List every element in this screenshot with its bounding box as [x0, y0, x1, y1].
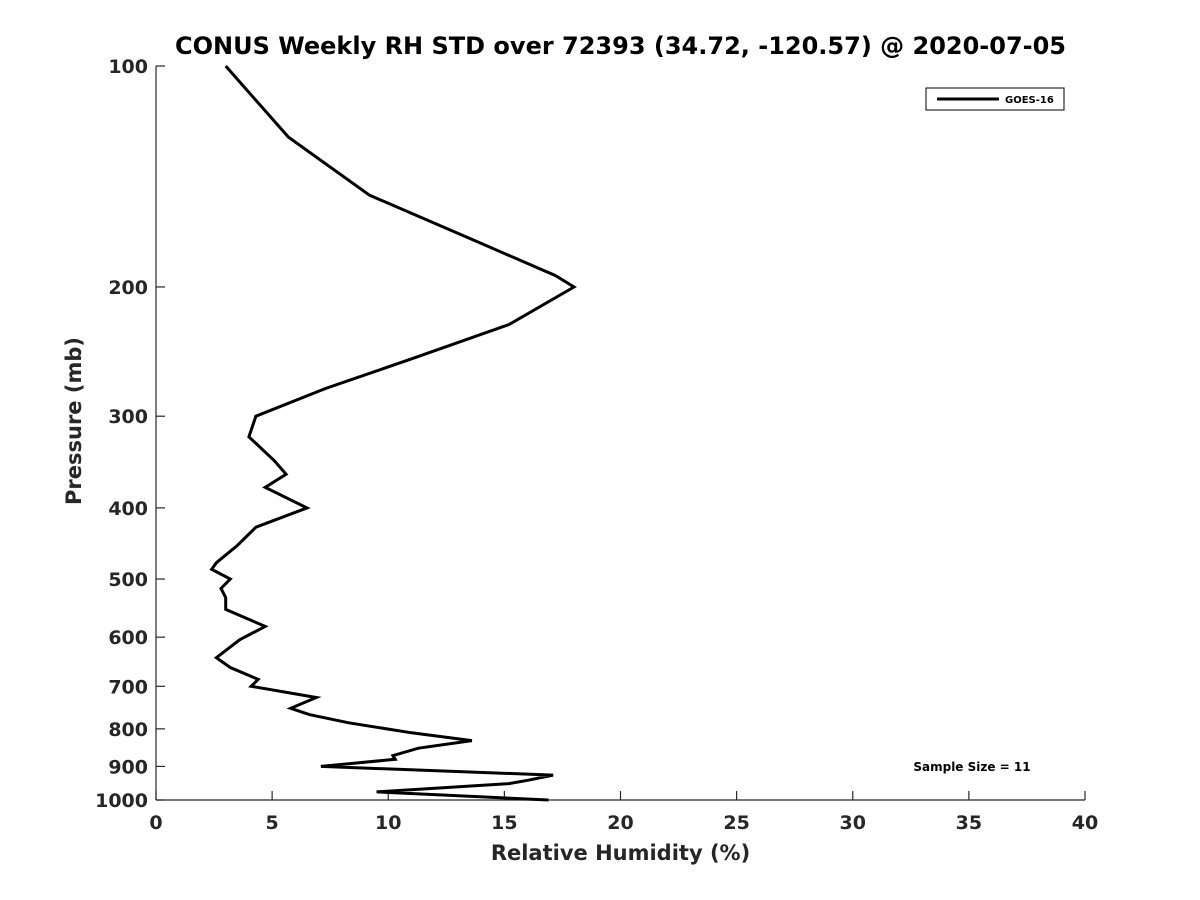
x-tick-label: 5 [266, 812, 279, 834]
axis-ticks: 0 5 10 15 20 25 30 35 40 100 200 300 400 500 600 700 800… [95, 56, 1098, 834]
x-tick-label: 15 [491, 812, 517, 834]
y-tick-label: 600 [108, 627, 148, 649]
plot-axes [155, 66, 1085, 801]
chart-title: CONUS Weekly RH STD over 72393 (34.72, -… [175, 32, 1066, 60]
x-tick-label: 20 [607, 812, 633, 834]
series-line-goes16 [209, 65, 577, 802]
x-tick-label: 30 [840, 812, 866, 834]
y-tick-label: 200 [108, 277, 148, 299]
y-tick-label: 700 [108, 676, 148, 698]
y-tick-label: 1000 [95, 790, 148, 812]
x-tick-label: 25 [723, 812, 749, 834]
x-tick-label: 10 [375, 812, 401, 834]
x-tick-label: 35 [956, 812, 982, 834]
y-tick-label: 500 [108, 569, 148, 591]
sample-size-annotation: Sample Size = 11 [913, 760, 1030, 774]
y-tick-label: 800 [108, 719, 148, 741]
legend-entry-goes16: GOES-16 [1005, 95, 1054, 106]
legend: GOES-16 [925, 87, 1065, 111]
x-tick-label: 0 [149, 812, 162, 834]
y-tick-label: 100 [108, 56, 148, 78]
y-axis-label: Pressure (mb) [62, 337, 86, 505]
y-tick-label: 900 [108, 756, 148, 778]
y-tick-label: 300 [108, 406, 148, 428]
x-axis-label: Relative Humidity (%) [491, 841, 750, 865]
x-tick-label: 40 [1072, 812, 1098, 834]
y-tick-label: 400 [108, 498, 148, 520]
series-layer [209, 65, 577, 802]
